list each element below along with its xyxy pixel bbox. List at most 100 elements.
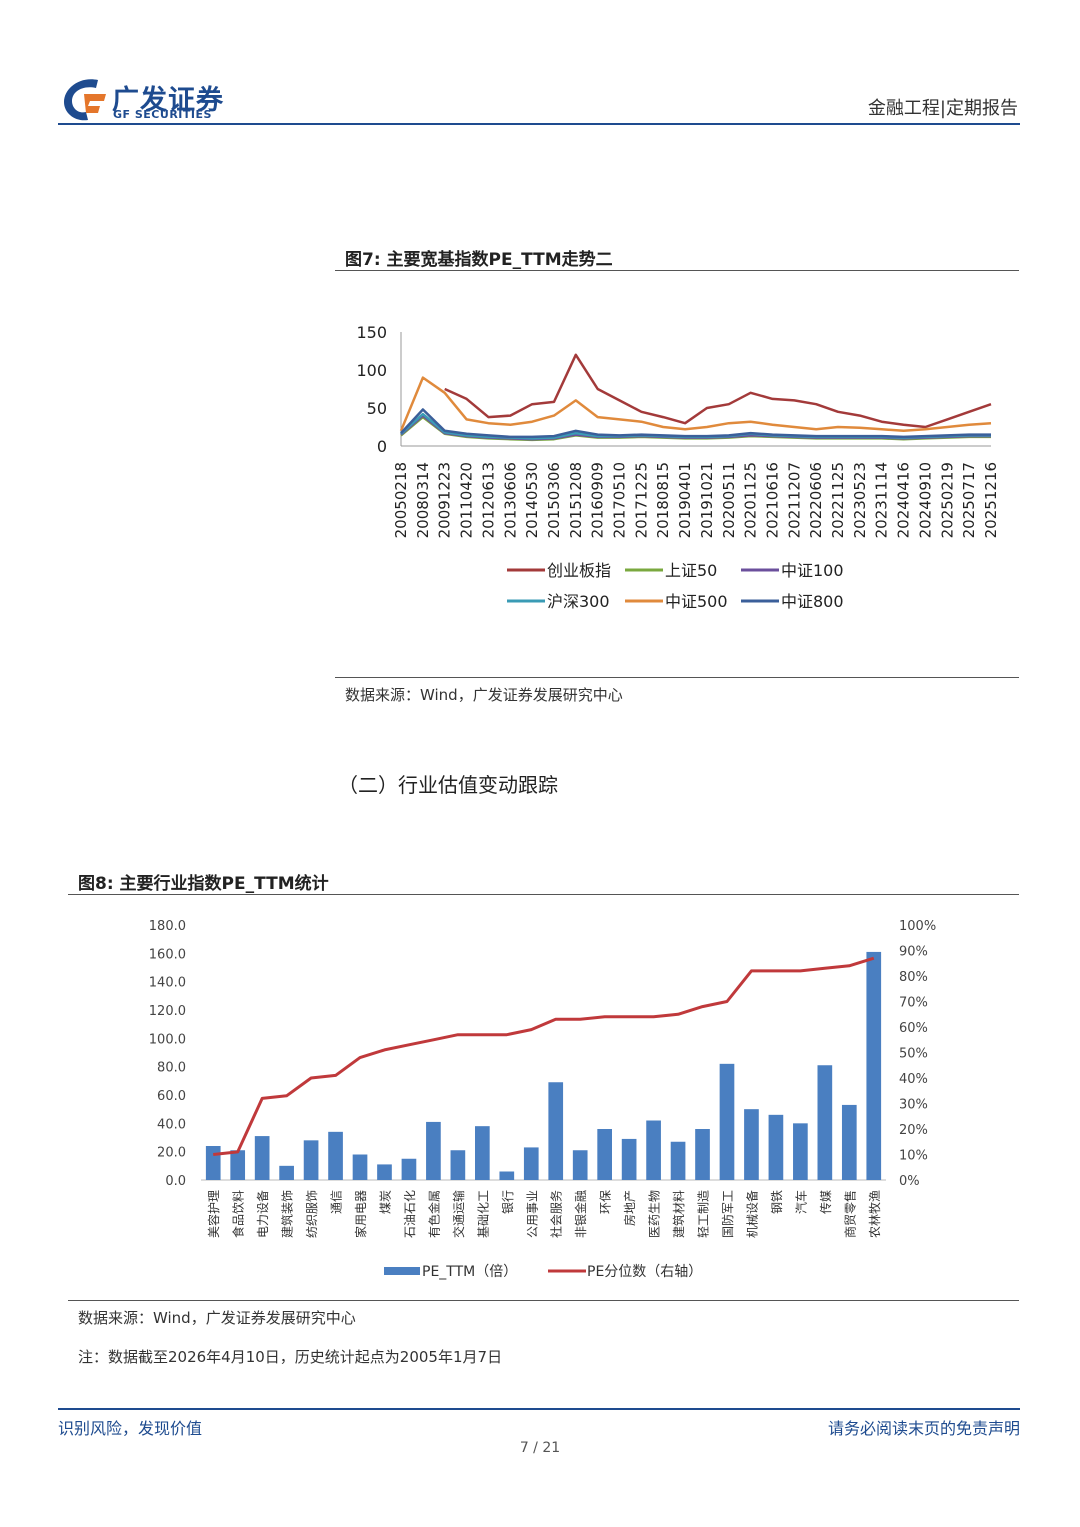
category-label: 农林牧渔 bbox=[868, 1190, 882, 1238]
y2-tick-label: 50% bbox=[899, 1047, 928, 1062]
pe-bar bbox=[377, 1164, 392, 1180]
legend-label-5: 中证800 bbox=[781, 592, 844, 611]
category-label: 非银金融 bbox=[573, 1190, 588, 1238]
y2-tick-label: 20% bbox=[899, 1123, 928, 1138]
category-label: 食品饮料 bbox=[231, 1190, 246, 1238]
series-line-0 bbox=[444, 353, 992, 429]
pe-bar bbox=[572, 1150, 588, 1180]
x-tick-label: 20250717 bbox=[960, 462, 978, 538]
pe-bar bbox=[793, 1123, 808, 1180]
legend-label-bar: PE_TTM（倍） bbox=[422, 1264, 517, 1280]
category-label: 建筑材料 bbox=[671, 1190, 686, 1238]
pe-bar bbox=[352, 1154, 368, 1180]
y-tick-label: 60.0 bbox=[157, 1089, 186, 1104]
pe-bar bbox=[719, 1063, 735, 1180]
legend-swatch-bar bbox=[384, 1267, 420, 1275]
brand-name-en: GF SECURITIES bbox=[113, 108, 212, 121]
x-tick-label: 20220606 bbox=[807, 462, 825, 538]
footer-slogan: 识别风险，发现价值 bbox=[58, 1419, 203, 1438]
pe-bar bbox=[450, 1150, 466, 1180]
x-tick-label: 20120613 bbox=[479, 462, 497, 538]
pe-bar bbox=[817, 1065, 833, 1180]
category-label: 国防军工 bbox=[720, 1190, 735, 1238]
category-label: 环保 bbox=[599, 1190, 613, 1214]
pe-bar bbox=[205, 1146, 221, 1180]
pe-bar bbox=[841, 1104, 857, 1180]
x-tick-label: 20171225 bbox=[632, 462, 650, 538]
category-label: 美容护理 bbox=[206, 1190, 221, 1238]
pe-bar bbox=[597, 1129, 612, 1180]
header-divider bbox=[58, 123, 1020, 125]
category-label: 通信 bbox=[330, 1190, 344, 1214]
pe-bar bbox=[230, 1150, 246, 1180]
pe-bar bbox=[548, 1082, 564, 1180]
y2-tick-label: 0% bbox=[899, 1174, 920, 1189]
y2-tick-label: 10% bbox=[899, 1149, 928, 1164]
x-tick-label: 20211207 bbox=[785, 462, 803, 538]
category-label: 家用电器 bbox=[353, 1190, 368, 1238]
category-label: 石油石化 bbox=[403, 1190, 417, 1238]
figure8-source: 数据来源：Wind，广发证券发展研究中心 bbox=[78, 1309, 356, 1327]
x-tick-label: 20200511 bbox=[720, 462, 738, 538]
figure7-source: 数据来源：Wind，广发证券发展研究中心 bbox=[345, 686, 623, 704]
y-tick-label: 40.0 bbox=[157, 1117, 186, 1132]
figure7-title: 图7: 主要宽基指数PE_TTM走势二 bbox=[345, 250, 613, 270]
page-number: 7 / 21 bbox=[519, 1440, 561, 1456]
pe-bar bbox=[646, 1120, 661, 1180]
x-tick-label: 20250219 bbox=[938, 462, 956, 538]
footer-disclaimer: 请务必阅读末页的免责声明 bbox=[827, 1419, 1020, 1438]
pe-bar bbox=[303, 1140, 319, 1180]
figure7-top-rule bbox=[335, 270, 1019, 271]
x-tick-label: 20170510 bbox=[611, 462, 629, 538]
category-label: 医药生物 bbox=[648, 1190, 662, 1238]
pe-bar bbox=[475, 1126, 490, 1180]
category-label: 机械设备 bbox=[744, 1190, 759, 1238]
x-tick-label: 20230523 bbox=[851, 462, 869, 538]
pe-bar bbox=[768, 1114, 784, 1180]
x-tick-label: 20151208 bbox=[567, 462, 585, 538]
y-tick-label: 120.0 bbox=[149, 1004, 186, 1019]
category-label: 公用事业 bbox=[525, 1190, 539, 1238]
x-tick-label: 20190401 bbox=[676, 462, 694, 538]
category-label: 传媒 bbox=[818, 1190, 833, 1214]
legend-label-4: 中证500 bbox=[665, 592, 728, 611]
footer-divider bbox=[58, 1408, 1020, 1410]
x-tick-label: 20091223 bbox=[436, 462, 454, 538]
brand-name-cn: 广发证券 bbox=[112, 85, 224, 116]
y-tick-label: 80.0 bbox=[157, 1061, 186, 1076]
pe-percentile-line bbox=[213, 956, 875, 1156]
category-label: 有色金属 bbox=[426, 1190, 441, 1238]
y-tick-label: 0.0 bbox=[165, 1174, 186, 1189]
y-tick-label: 20.0 bbox=[157, 1146, 186, 1161]
figure7-line-chart: 150 100 50 0 20050218 20080314 20091223 2011042… bbox=[356, 323, 1000, 611]
category-label: 纺织服饰 bbox=[305, 1190, 319, 1238]
pe-bar bbox=[744, 1109, 759, 1180]
category-label: 交通运输 bbox=[451, 1190, 466, 1238]
x-tick-label: 20201125 bbox=[742, 462, 760, 538]
pe-bar bbox=[279, 1165, 294, 1180]
legend-label-0: 创业板指 bbox=[547, 561, 611, 580]
y-tick-label: 0 bbox=[377, 437, 387, 456]
x-tick-label: 20180815 bbox=[654, 462, 672, 538]
x-tick-label: 20210616 bbox=[763, 462, 781, 538]
legend-label-1: 上证50 bbox=[665, 561, 717, 580]
category-label: 钢铁 bbox=[770, 1190, 784, 1214]
x-tick-label: 20221125 bbox=[829, 462, 847, 538]
y2-tick-label: 90% bbox=[899, 945, 928, 960]
figure8-bar-line-chart: 180.0 160.0 140.0 120.0 100.0 80.0 60.0 40.0 20.… bbox=[149, 919, 936, 1280]
x-tick-label: 20150306 bbox=[545, 462, 563, 538]
series-line-4 bbox=[399, 376, 992, 433]
pe-bar bbox=[866, 951, 882, 1180]
y-tick-label: 100.0 bbox=[149, 1032, 186, 1047]
y2-tick-label: 80% bbox=[899, 970, 928, 985]
category-label: 轻工制造 bbox=[697, 1190, 711, 1238]
category-label: 社会服务 bbox=[549, 1190, 564, 1238]
pe-bar bbox=[670, 1141, 686, 1180]
x-tick-label: 20240910 bbox=[916, 462, 934, 538]
y-tick-label: 50 bbox=[367, 399, 387, 418]
x-tick-label: 20050218 bbox=[392, 462, 410, 538]
y2-tick-label: 70% bbox=[899, 996, 928, 1011]
pe-bar bbox=[523, 1147, 539, 1180]
y-tick-label: 150 bbox=[356, 323, 387, 342]
y2-tick-label: 30% bbox=[899, 1098, 928, 1113]
